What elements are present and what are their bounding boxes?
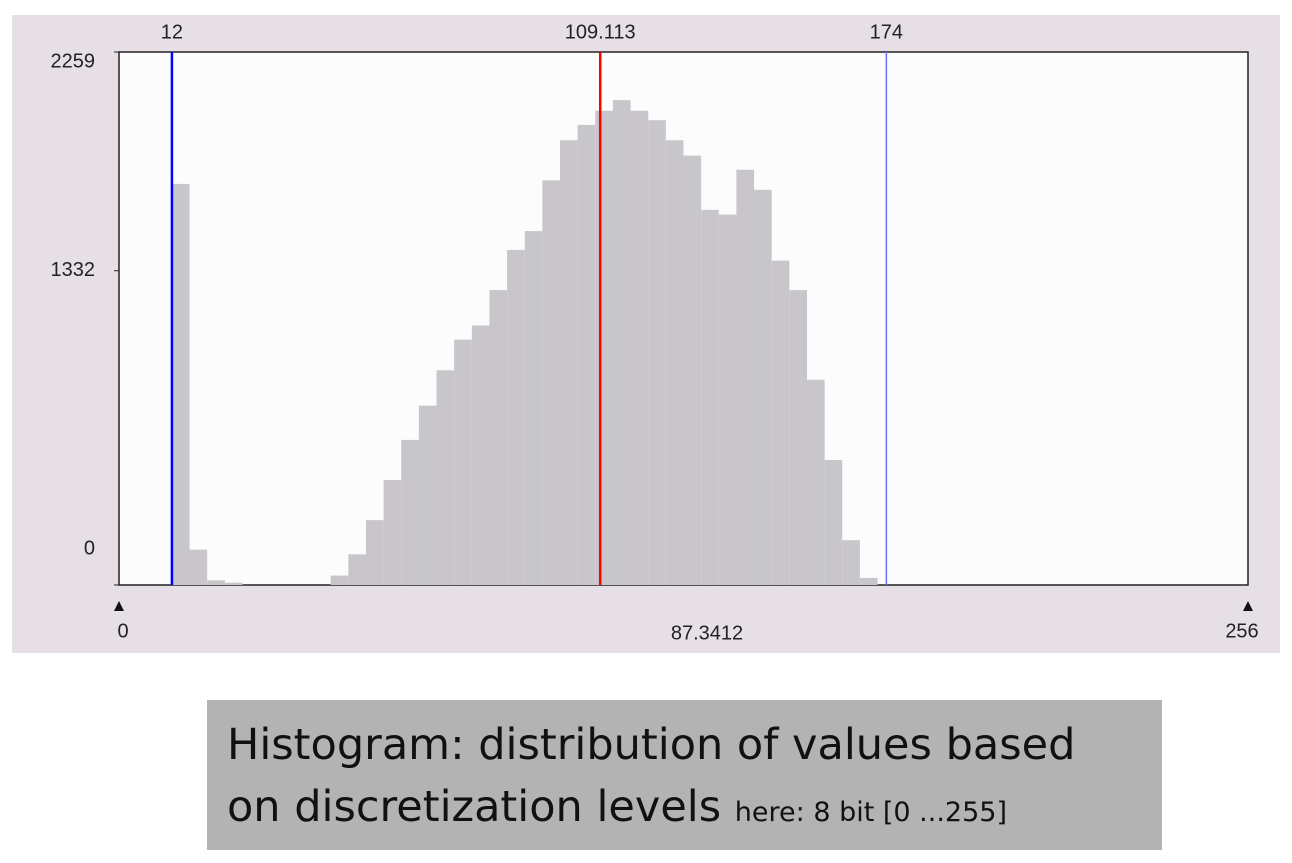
bar (595, 110, 613, 585)
bar (348, 554, 366, 585)
bar (330, 575, 349, 585)
bar (577, 124, 596, 585)
bar (401, 439, 419, 585)
bar (754, 189, 772, 586)
bar (683, 155, 702, 585)
bar (507, 249, 525, 585)
bar (418, 405, 437, 585)
bar (630, 110, 649, 585)
bar (383, 480, 402, 585)
x-tick-label: 256 (1225, 620, 1258, 642)
bar (471, 325, 490, 585)
y-tick-label: 0 (84, 537, 95, 559)
bar (648, 120, 666, 585)
bar (701, 209, 719, 585)
x-tick-label: 0 (117, 620, 128, 642)
bar (189, 549, 208, 585)
bar (365, 520, 384, 585)
bar (789, 290, 807, 585)
bar (560, 140, 578, 585)
bar (489, 290, 508, 585)
bar (824, 459, 843, 585)
bar (842, 540, 860, 585)
histogram-widget: 87.3412 0 1332 2259 0 256 12 109.113 174 (12, 15, 1280, 653)
marker-label: 174 (870, 21, 903, 43)
bar (224, 582, 243, 585)
bar (859, 577, 878, 585)
y-tick-label: 2259 (51, 50, 96, 72)
bar (436, 370, 455, 585)
marker-label: 109.113 (565, 21, 636, 43)
center-label: 87.3412 (671, 622, 743, 644)
x-tick (114, 601, 124, 611)
bar (454, 339, 472, 585)
caption-main: Histogram: distribution of values based … (227, 720, 1076, 832)
bar (612, 100, 631, 585)
x-tick (1243, 601, 1253, 611)
y-tick-label: 1332 (51, 259, 96, 281)
bar (665, 140, 684, 585)
bar (718, 214, 737, 586)
bar (542, 180, 561, 586)
bar (171, 183, 190, 585)
bar (524, 231, 543, 585)
bar (207, 580, 225, 585)
caption-note: here: 8 bit [0 ...255] (734, 797, 1007, 828)
caption: Histogram: distribution of values based … (207, 700, 1162, 850)
bar (771, 260, 790, 585)
bar (736, 169, 755, 585)
bar (806, 379, 825, 585)
marker-label: 12 (161, 21, 183, 43)
